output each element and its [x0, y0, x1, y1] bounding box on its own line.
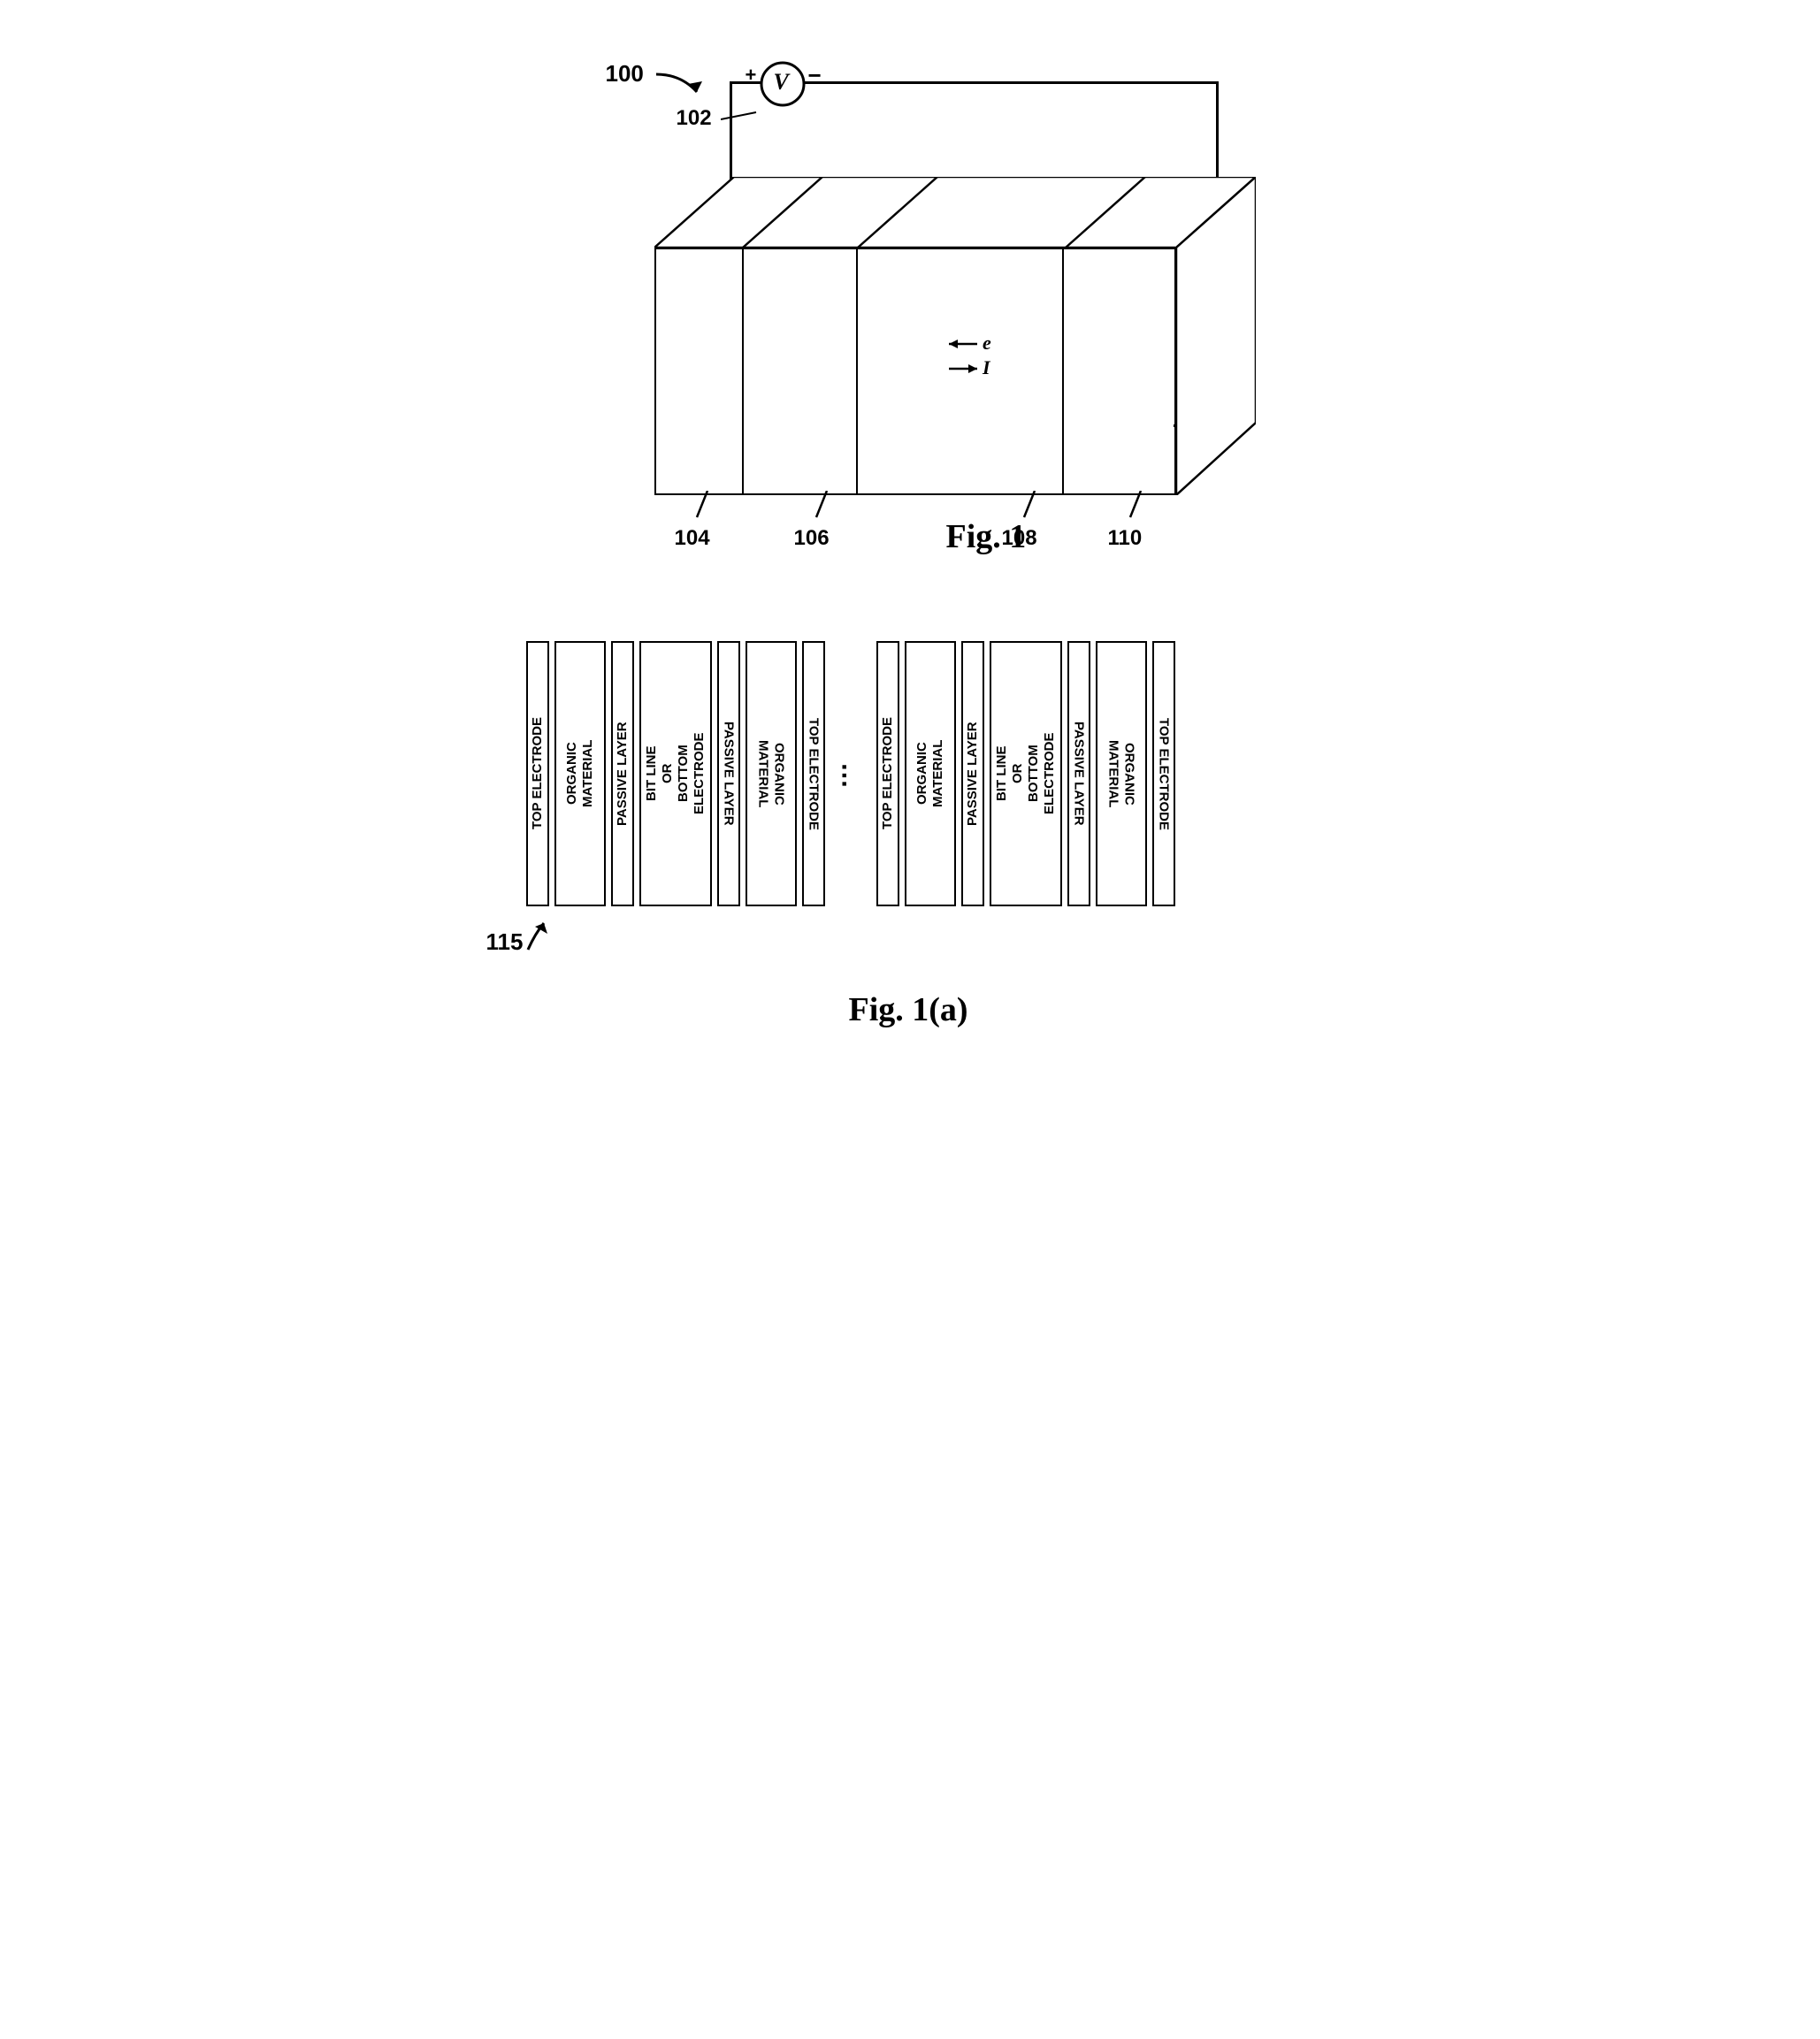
ref-106: 106: [794, 526, 830, 551]
box-organic-1l: ORGANICMATERIAL: [554, 641, 606, 906]
box-top-electrode-2r: TOP ELECTRODE: [1152, 641, 1175, 906]
electron-label: e: [983, 332, 991, 355]
ref-104: 104: [675, 526, 710, 551]
layer-108: e I: [858, 249, 1064, 493]
fig1a-caption: Fig. 1(a): [849, 990, 968, 1029]
top-face: [654, 177, 1256, 251]
stack-row: TOP ELECTRODE ORGANICMATERIAL PASSIVE LA…: [526, 641, 1340, 915]
device-3d-block: e I: [654, 177, 1256, 495]
box-organic-2l: ORGANICMATERIAL: [905, 641, 956, 906]
ref115-arrow-icon: [526, 918, 562, 953]
current-label: I: [983, 356, 990, 379]
ref-arrow-icon: [654, 71, 716, 106]
box-passive-2r: PASSIVE LAYER: [1067, 641, 1090, 906]
voltage-label: V: [774, 69, 789, 95]
box-passive-1l: PASSIVE LAYER: [611, 641, 634, 906]
layer-106: [744, 249, 858, 493]
figure-1: 100 V + − 102: [455, 35, 1365, 584]
ref-100: 100: [606, 60, 644, 88]
box-organic-1r: ORGANICMATERIAL: [746, 641, 797, 906]
ellipsis-icon: …: [830, 641, 871, 915]
fig1-caption: Fig. 1: [946, 517, 1027, 556]
ref-110: 110: [1108, 526, 1143, 551]
layer-110: [1064, 249, 1174, 493]
wire-top-right: [803, 81, 1219, 84]
box-passive-2l: PASSIVE LAYER: [961, 641, 984, 906]
voltage-plus: +: [746, 64, 757, 87]
leadline-102-icon: [721, 111, 765, 128]
box-bitline-1: BIT LINEORBOTTOMELECTRODE: [639, 641, 712, 906]
leadlines-icon: [654, 491, 1203, 526]
figure-1a: 115 TOP ELECTRODE ORGANICMATERIAL PASSIV…: [455, 637, 1365, 1052]
box-passive-1r: PASSIVE LAYER: [717, 641, 740, 906]
e-i-arrows: e I: [942, 333, 1004, 386]
ref-115: 115: [486, 928, 524, 956]
ref-102: 102: [677, 106, 712, 131]
canvas: 100 V + − 102: [455, 35, 1365, 1055]
layer-104: [656, 249, 744, 493]
box-organic-2r: ORGANICMATERIAL: [1096, 641, 1147, 906]
right-face: [1176, 177, 1256, 495]
box-bitline-2: BIT LINEORBOTTOMELECTRODE: [990, 641, 1062, 906]
box-top-electrode-1l: TOP ELECTRODE: [526, 641, 549, 906]
box-top-electrode-2l: TOP ELECTRODE: [876, 641, 899, 906]
voltage-minus: −: [808, 62, 822, 89]
front-face: e I: [654, 248, 1176, 495]
box-top-electrode-1r: TOP ELECTRODE: [802, 641, 825, 906]
